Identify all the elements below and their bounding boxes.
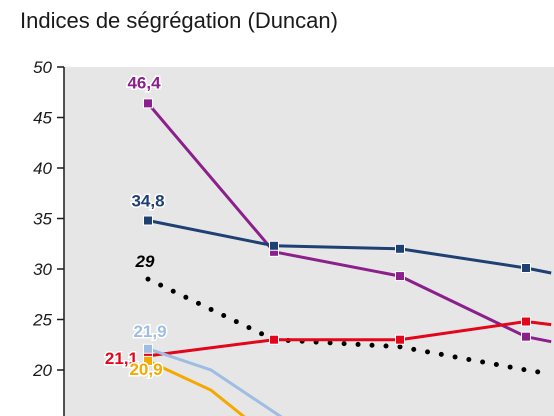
series-purple-marker: [395, 271, 405, 282]
series-orange-marker: [143, 355, 153, 366]
series-red-marker: [521, 316, 531, 327]
series-navy-marker: [143, 215, 153, 226]
series-navy-marker: [521, 262, 531, 273]
series-black-data-label: 29: [135, 252, 155, 271]
series-navy-marker: [395, 243, 405, 254]
series-lightblue-data-label: 21,9: [133, 322, 166, 341]
series-red-data-label: 21,1: [105, 349, 138, 368]
series-navy-data-label: 34,8: [131, 192, 164, 211]
series-purple-marker: [143, 98, 153, 109]
chart-title: Indices de ségrégation (Duncan): [20, 8, 338, 33]
y-tick-label: 40: [33, 159, 52, 178]
y-tick-label: 35: [33, 210, 52, 229]
y-tick-label: 45: [33, 109, 52, 128]
y-tick-label: 25: [32, 311, 52, 330]
series-orange-line: [147, 359, 246, 416]
series-lightblue-marker: [143, 343, 153, 354]
series-red-marker: [269, 334, 279, 345]
series-purple-marker: [521, 331, 531, 342]
y-tick-label: 50: [33, 58, 52, 77]
series-black-line: [145, 276, 554, 377]
series-purple-data-label: 46,4: [127, 73, 161, 92]
series-red-marker: [395, 334, 405, 345]
series-lightblue-line: [147, 347, 283, 416]
series-orange-data-label: 20,9: [129, 360, 162, 379]
y-tick-label: 30: [33, 260, 52, 279]
series-navy-marker: [269, 240, 279, 251]
y-tick-label: 20: [32, 361, 52, 380]
